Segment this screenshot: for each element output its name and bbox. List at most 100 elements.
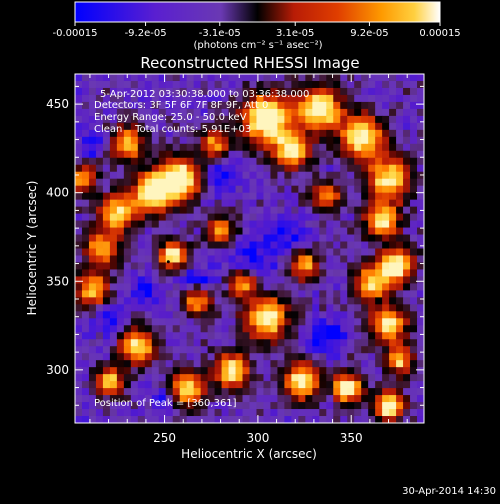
heatmap-cell [81,199,90,208]
heatmap-cell [368,164,376,173]
heatmap-cell [249,136,257,145]
annotations: 5-Apr-2012 03:30:38.000 to 03:36:38.000 … [94,89,309,409]
heatmap-cell [88,339,97,347]
heatmap-cell [326,381,334,389]
heatmap-cell [130,290,139,298]
heatmap-cell [284,374,292,382]
heatmap-cell [186,381,195,389]
heatmap-cell [347,353,355,361]
heatmap-cell [221,255,229,263]
heatmap-cell [375,269,383,277]
heatmap-cell [277,192,285,201]
heatmap-cell [116,381,125,389]
heatmap-cell [305,339,313,347]
heatmap-cell [88,248,97,256]
heatmap-cell [368,276,376,284]
heatmap-cell [333,409,341,417]
heatmap-cell [256,283,264,291]
heatmap-cell [242,318,250,326]
heatmap-cell [326,276,334,284]
heatmap-cell [277,115,285,124]
heatmap-cell [95,178,104,187]
heatmap-cell [382,136,390,145]
heatmap-cell [382,94,390,103]
heatmap-cell [382,353,390,361]
heatmap-cell [284,325,292,333]
heatmap-cell [354,143,362,152]
heatmap-cell [284,150,292,159]
heatmap-cell [333,74,341,82]
heatmap-cell [347,101,355,110]
heatmap-cell [417,136,424,145]
heatmap-cell [116,262,125,270]
heatmap-cell [256,115,264,124]
heatmap-cell [326,136,334,145]
heatmap-cell [305,227,313,235]
heatmap-cell [389,150,397,159]
heatmap-cell [291,241,299,249]
heatmap-cell [165,248,174,256]
heatmap-cell [130,395,139,403]
heatmap-cell [277,178,285,187]
heatmap-cell [305,157,313,166]
heatmap-cell [389,248,397,256]
heatmap-cell [235,199,243,208]
heatmap-cell [116,374,125,382]
heatmap-cell [389,80,397,89]
heatmap-cell [249,87,257,96]
heatmap-cell [326,402,334,410]
heatmap-cell [172,332,181,340]
heatmap-cell [81,332,90,340]
heatmap-cell [158,234,167,242]
heatmap-cell [389,136,397,145]
heatmap-cell [186,353,195,361]
heatmap-cell [249,367,257,375]
heatmap-cell [151,409,160,417]
heatmap-cell [207,402,215,410]
heatmap-cell [137,311,146,319]
heatmap-cell [179,325,188,333]
heatmap-cell [347,311,355,319]
heatmap-cell [284,136,292,145]
heatmap-cell [410,374,418,382]
heatmap-cell [340,220,348,228]
heatmap-cell [319,346,327,354]
heatmap-cell [172,318,181,326]
heatmap-cell [158,297,167,305]
heatmap-cell [130,171,139,180]
heatmap-cell [235,374,243,382]
heatmap-cell [382,346,390,354]
heatmap-cell [256,74,264,82]
heatmap-cell [389,276,397,284]
heatmap-cell [151,297,160,305]
heatmap-cell [130,269,139,277]
heatmap-cell [284,94,292,103]
heatmap-cell [88,87,97,96]
heatmap-cell [291,283,299,291]
heatmap-cell [417,227,424,235]
heatmap-cell [249,283,257,291]
heatmap-cell [207,339,215,347]
heatmap-cell [270,192,278,201]
heatmap-cell [389,185,397,194]
heatmap-cell [158,192,167,201]
heatmap-cell [200,241,209,249]
heatmap-cell [130,241,139,249]
heatmap-cell [256,388,264,396]
heatmap-cell [88,171,97,180]
heatmap-cell [207,395,215,403]
heatmap-cell [368,129,376,138]
heatmap-cell [319,262,327,270]
heatmap-cell [81,339,90,347]
heatmap-cell [382,122,390,131]
heatmap-cell [179,122,188,131]
heatmap-cell [417,115,424,124]
heatmap-cell [235,185,243,194]
heatmap-cell [165,115,174,124]
heatmap-cell [410,311,418,319]
heatmap-cell [340,416,348,423]
heatmap-cell [382,290,390,298]
heatmap-cell [403,262,411,270]
heatmap-cell [165,297,174,305]
heatmap-cell [277,74,285,82]
